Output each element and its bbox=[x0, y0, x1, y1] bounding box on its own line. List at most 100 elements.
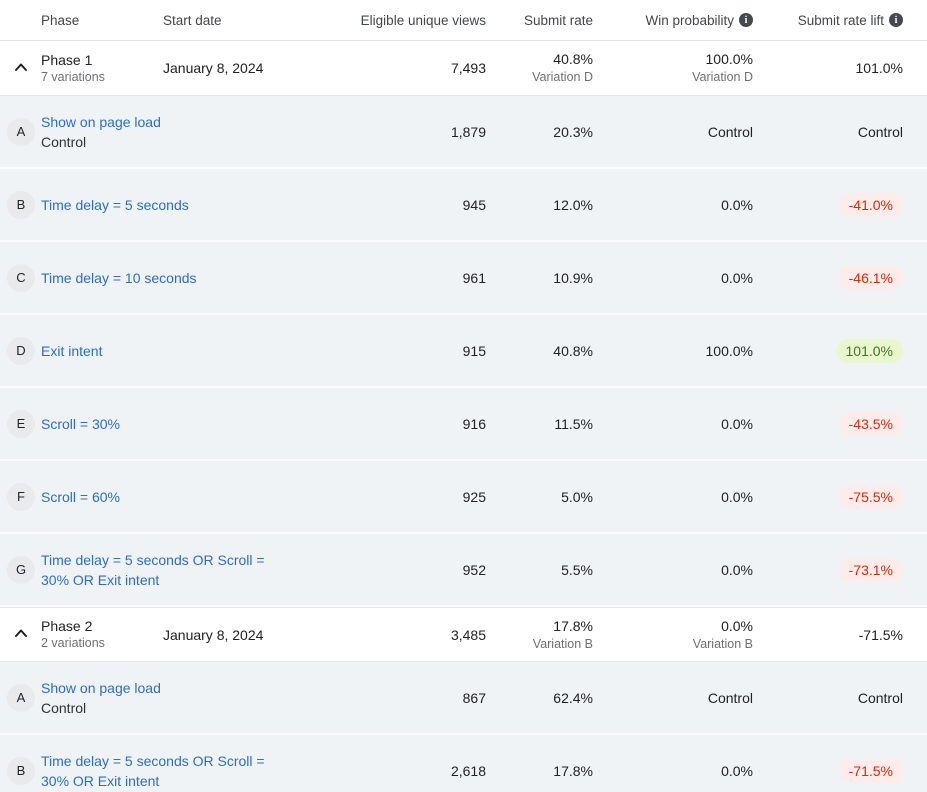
variation-link[interactable]: Show on page load bbox=[41, 679, 161, 696]
column-header-start-date: Start date bbox=[163, 12, 222, 28]
variation-row: C Time delay = 10 seconds 961 10.9% 0.0% -46.… bbox=[0, 242, 927, 315]
variation-badge: E bbox=[7, 409, 35, 438]
variation-badge-cell: C bbox=[0, 242, 41, 313]
submit-rate-winner-note: Variation D bbox=[532, 70, 593, 84]
variation-row: G Time delay = 5 seconds OR Scroll = 30% … bbox=[0, 534, 927, 607]
lift-badge: -75.5% bbox=[838, 484, 903, 509]
variation-badge: F bbox=[7, 482, 35, 511]
variation-badge-cell: G bbox=[0, 534, 41, 605]
phase-variation-count: 7 variations bbox=[41, 69, 105, 84]
column-header-views: Eligible unique views bbox=[360, 12, 486, 28]
lift-cell: -71.5% bbox=[753, 758, 903, 783]
variation-link[interactable]: Scroll = 60% bbox=[41, 488, 120, 505]
lift-badge: -46.1% bbox=[838, 265, 903, 290]
column-header-win-probability: Win probability i bbox=[593, 13, 753, 28]
submit-rate-cell: 17.8% bbox=[553, 762, 593, 779]
submit-rate-cell: 10.9% bbox=[553, 269, 593, 286]
views-cell: 952 bbox=[462, 561, 486, 578]
lift-cell: 101.0% bbox=[855, 60, 903, 76]
start-date-cell: January 8, 2024 bbox=[163, 60, 264, 76]
variation-badge: A bbox=[7, 117, 35, 146]
submit-rate-cell: 11.5% bbox=[554, 415, 593, 432]
variation-badge-cell: E bbox=[0, 388, 41, 459]
variation-badge: B bbox=[7, 190, 35, 219]
win-probability-cell: 100.0% Variation D bbox=[593, 50, 753, 86]
variation-badge: B bbox=[7, 756, 35, 785]
submit-rate-cell: 17.8% Variation B bbox=[486, 617, 593, 653]
submit-rate-cell: 5.0% bbox=[561, 488, 593, 505]
win-probability-winner-note: Variation B bbox=[692, 636, 753, 651]
variation-link[interactable]: Exit intent bbox=[41, 342, 103, 359]
win-probability-cell: 100.0% bbox=[705, 342, 753, 359]
lift-cell: -46.1% bbox=[753, 265, 903, 290]
submit-rate-cell: 12.0% bbox=[553, 196, 593, 213]
variation-label-cell: Time delay = 10 seconds bbox=[41, 268, 345, 288]
variation-badge-cell: A bbox=[0, 96, 41, 167]
variation-link[interactable]: Time delay = 5 seconds OR Scroll = 30% O… bbox=[41, 752, 265, 789]
column-header-phase: Phase bbox=[41, 12, 80, 28]
chevron-up-icon bbox=[12, 625, 30, 644]
submit-rate-cell: 40.8% Variation D bbox=[486, 50, 593, 86]
lift-cell: -71.5% bbox=[858, 626, 903, 643]
win-probability-cell: 0.0% bbox=[721, 196, 753, 213]
phase-name: Phase 1 bbox=[41, 51, 93, 68]
views-cell: 916 bbox=[462, 415, 486, 432]
lift-badge: -71.5% bbox=[838, 758, 903, 783]
variation-row: B Time delay = 5 seconds 945 12.0% 0.0% -41.0… bbox=[0, 169, 927, 242]
win-probability-value: 100.0% bbox=[705, 51, 753, 67]
views-cell: 945 bbox=[462, 196, 486, 213]
column-header-submit-rate: Submit rate bbox=[523, 12, 593, 28]
lift-cell: 101.0% bbox=[753, 338, 903, 363]
variation-row: B Time delay = 5 seconds OR Scroll = 30% … bbox=[0, 735, 927, 792]
variation-label-cell: Show on page load Control bbox=[41, 112, 345, 152]
views-cell: 867 bbox=[462, 689, 486, 706]
submit-rate-lift-info-icon[interactable]: i bbox=[889, 13, 903, 27]
variation-label-cell: Time delay = 5 seconds bbox=[41, 195, 345, 215]
variation-badge-cell: F bbox=[0, 461, 41, 532]
submit-rate-winner-note: Variation B bbox=[532, 636, 593, 651]
variation-badge: C bbox=[7, 263, 35, 292]
lift-cell: -73.1% bbox=[753, 557, 903, 582]
lift-cell: Control bbox=[753, 690, 903, 706]
variation-link[interactable]: Scroll = 30% bbox=[41, 415, 120, 432]
chevron-up-icon bbox=[12, 59, 30, 78]
win-probability-winner-note: Variation D bbox=[692, 70, 753, 84]
lift-badge: -73.1% bbox=[838, 557, 903, 582]
variation-link[interactable]: Show on page load bbox=[41, 113, 161, 130]
win-probability-cell: 0.0% bbox=[721, 415, 753, 432]
variation-label-cell: Scroll = 30% bbox=[41, 414, 345, 434]
views-cell: 3,485 bbox=[450, 626, 486, 643]
variation-label-cell: Time delay = 5 seconds OR Scroll = 30% O… bbox=[41, 751, 345, 791]
variation-link[interactable]: Time delay = 5 seconds bbox=[41, 196, 189, 213]
variation-link[interactable]: Time delay = 5 seconds OR Scroll = 30% O… bbox=[41, 551, 265, 588]
variation-badge-cell: B bbox=[0, 735, 41, 792]
variation-badge: G bbox=[7, 555, 35, 584]
table-header-row: Phase Start date Eligible unique views S… bbox=[0, 0, 927, 41]
lift-badge: -43.5% bbox=[838, 411, 903, 436]
submit-rate-cell: 62.4% bbox=[553, 689, 593, 706]
variation-badge-cell: B bbox=[0, 169, 41, 240]
lift-cell: Control bbox=[753, 124, 903, 140]
win-probability-cell: 0.0% bbox=[721, 269, 753, 286]
views-cell: 2,618 bbox=[450, 762, 486, 779]
control-label: Control bbox=[41, 699, 87, 716]
variation-link[interactable]: Time delay = 10 seconds bbox=[41, 269, 197, 286]
win-probability-cell: Control bbox=[707, 123, 753, 140]
variation-row: A Show on page load Control 867 62.4% Control… bbox=[0, 662, 927, 735]
lift-cell: -75.5% bbox=[753, 484, 903, 509]
collapse-phase-button[interactable] bbox=[0, 41, 41, 95]
lift-cell: -43.5% bbox=[753, 411, 903, 436]
views-cell: 915 bbox=[462, 342, 486, 359]
lift-badge: 101.0% bbox=[835, 338, 903, 363]
collapse-phase-button[interactable] bbox=[0, 608, 41, 661]
win-probability-info-icon[interactable]: i bbox=[739, 13, 753, 27]
start-date-cell: January 8, 2024 bbox=[163, 626, 264, 643]
win-probability-cell: 0.0% bbox=[721, 488, 753, 505]
lift-badge: Control bbox=[857, 689, 903, 706]
variation-badge-cell: A bbox=[0, 662, 41, 733]
phase-name: Phase 2 bbox=[41, 618, 93, 634]
submit-rate-cell: 20.3% bbox=[553, 123, 593, 140]
